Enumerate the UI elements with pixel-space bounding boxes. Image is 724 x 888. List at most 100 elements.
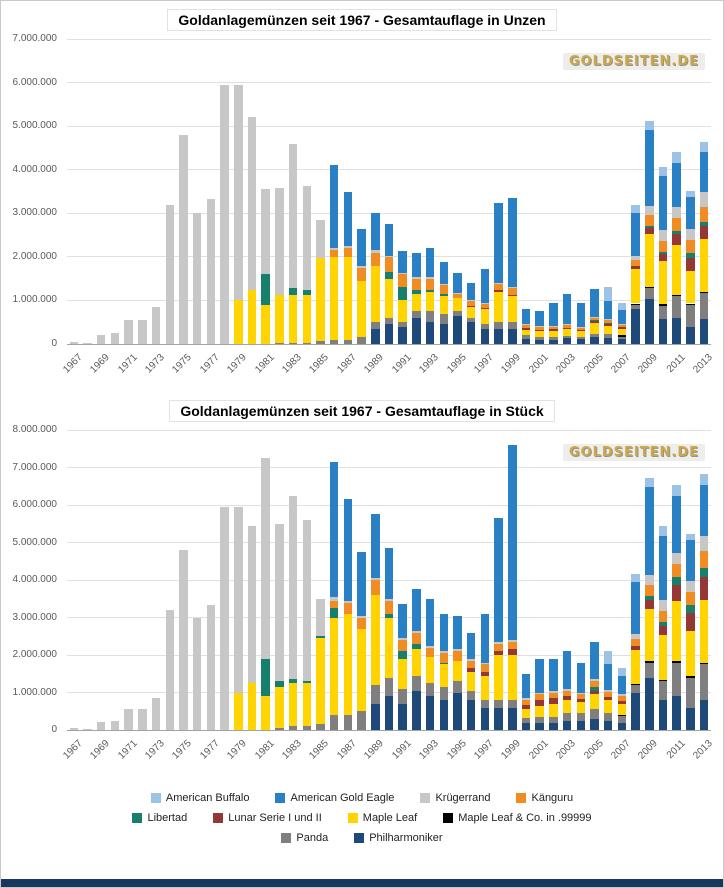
bar-segment-philharmoniker (658, 700, 668, 730)
bar-segment-kr-gerrand (220, 84, 229, 344)
x-tick-label: 2003 (554, 352, 578, 376)
bar-segment-panda (453, 681, 462, 693)
bar-segment-american-gold-eagle (686, 539, 695, 581)
bar-segment-libertad (302, 681, 312, 684)
bar-segment-kr-gerrand (521, 323, 531, 325)
bar-segment-maple-leaf-co-in-99999 (699, 663, 709, 665)
bar-segment-american-buffalo (631, 574, 640, 582)
bar-segment-k-nguru (439, 653, 449, 663)
bar-segment-panda (398, 688, 407, 704)
bar-segment-k-nguru (645, 214, 654, 226)
bar-segment-philharmoniker (699, 700, 709, 730)
bar-segment-maple-leaf (521, 329, 531, 336)
bar-segment-panda (535, 337, 544, 341)
bar-segment-panda (590, 333, 599, 338)
bar-segment-panda (288, 726, 298, 730)
bar-segment-maple-leaf (590, 322, 599, 334)
bar-segment-k-nguru (658, 241, 668, 253)
bar-segment-kr-gerrand (590, 316, 599, 318)
bar-segment-maple-leaf (288, 683, 298, 727)
bar-segment-panda (686, 677, 695, 708)
bar-segment-k-nguru (329, 250, 339, 257)
bar-segment-k-nguru (535, 694, 544, 700)
bar-segment-maple-leaf (672, 244, 681, 295)
bar-segment-panda (521, 335, 531, 339)
bar-segment-kr-gerrand (316, 598, 325, 637)
bar-segment-k-nguru (562, 325, 572, 328)
legend-label: Maple Leaf (362, 812, 418, 824)
bar-segment-american-buffalo (631, 204, 640, 213)
bar-segment-kr-gerrand (658, 599, 668, 611)
bar-segment-kr-gerrand (494, 641, 503, 644)
y-tick-label: 1.000.000 (12, 294, 58, 306)
bar-segment-kr-gerrand (316, 219, 325, 259)
bar-segment-kr-gerrand (357, 615, 366, 618)
bar-segment-american-buffalo (699, 141, 709, 153)
legend-label: Panda (296, 832, 329, 844)
y-tick-label: 6.000.000 (12, 76, 58, 88)
bar-segment-kr-gerrand (302, 520, 312, 682)
bar-segment-lunar-serie-i-und-ii (658, 254, 668, 261)
bar-segment-kr-gerrand (138, 320, 147, 344)
bar-segment-philharmoniker (480, 328, 490, 344)
gridline (67, 38, 711, 40)
bar-segment-k-nguru (508, 288, 517, 295)
bar-segment-lunar-serie-i-und-ii (494, 651, 503, 655)
bar-segment-k-nguru (699, 550, 709, 568)
bar-segment-k-nguru (371, 252, 380, 266)
bar-segment-maple-leaf (549, 703, 558, 717)
y-tick-label: 2.000.000 (12, 649, 58, 660)
bar-segment-american-gold-eagle (535, 311, 544, 327)
bar-segment-k-nguru (329, 600, 339, 609)
bar-segment-kr-gerrand (384, 255, 394, 257)
bar-segment-panda (631, 304, 640, 310)
y-tick-label: 4.000.000 (12, 574, 58, 585)
bar-segment-maple-leaf-co-in-99999 (617, 335, 627, 337)
legend-label: Känguru (531, 792, 574, 804)
bar-segment-panda (658, 681, 668, 700)
legend-item-libertad: Libertad (132, 812, 187, 824)
bar-segment-american-gold-eagle (699, 485, 709, 536)
bar-segment-kr-gerrand (275, 523, 284, 682)
bar-segment-philharmoniker (521, 338, 531, 344)
bar-segment-american-gold-eagle (549, 658, 558, 691)
bar-segment-kr-gerrand (562, 324, 572, 326)
bar-segment-maple-leaf (343, 256, 353, 340)
bar-segment-american-gold-eagle (617, 310, 627, 324)
bar-segment-k-nguru (549, 326, 558, 330)
bar-segment-american-buffalo (686, 191, 695, 197)
bar-segment-kr-gerrand (672, 552, 681, 564)
gridline (67, 82, 711, 84)
bar-segment-american-gold-eagle (658, 175, 668, 231)
bar-segment-philharmoniker (562, 720, 572, 730)
bar-segment-kr-gerrand (603, 690, 613, 693)
bar-segment-philharmoniker (631, 692, 640, 730)
legend-label: Philharmoniker (369, 832, 443, 844)
bar-segment-philharmoniker (658, 318, 668, 344)
y-tick-label: 2.000.000 (12, 250, 58, 262)
bar-segment-k-nguru (672, 563, 681, 577)
bar-segment-kr-gerrand (576, 327, 586, 328)
bar-segment-philharmoniker (576, 338, 586, 344)
bar-segment-american-gold-eagle (343, 191, 353, 246)
x-tick-label: 2011 (664, 352, 688, 375)
bar-segment-philharmoniker (631, 309, 640, 344)
x-tick-label: 1999 (499, 352, 524, 376)
gridline (67, 504, 711, 506)
bar-segment-kr-gerrand (549, 325, 558, 327)
y-tick-label: 7.000.000 (12, 33, 58, 44)
bar-segment-american-buffalo (672, 485, 681, 497)
bar-segment-lunar-serie-i-und-ii (562, 696, 572, 700)
bar-segment-panda (672, 662, 681, 697)
x-tick-label: 1983 (280, 352, 304, 376)
bar-segment-libertad (275, 681, 284, 687)
bar-segment-lunar-serie-i-und-ii (658, 625, 668, 636)
bar-segment-kr-gerrand (562, 688, 572, 691)
bar-segment-panda (425, 311, 435, 323)
legend-item-american-buffalo: American Buffalo (150, 792, 249, 804)
bar-segment-philharmoniker (576, 720, 586, 730)
bar-segment-kr-gerrand (425, 645, 435, 648)
bar-segment-american-buffalo (699, 473, 709, 486)
bar-segment-maple-leaf (645, 234, 654, 287)
x-tick-label: 2007 (609, 738, 633, 762)
